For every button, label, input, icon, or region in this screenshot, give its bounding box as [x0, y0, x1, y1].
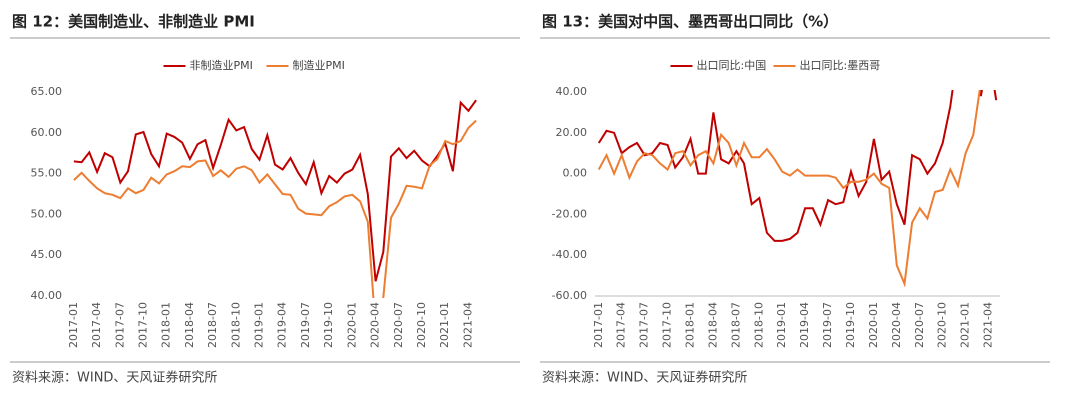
legend-label: 出口同比:墨西哥 — [800, 58, 881, 72]
source-note: 资料来源：WIND、天风证券研究所 — [542, 370, 747, 386]
panel-title: 图 13：美国对中国、墨西哥出口同比（%） — [542, 13, 838, 31]
series-line — [597, 90, 998, 242]
x-tick-label: 2019-10 — [844, 302, 857, 348]
y-tick-label: 60.00 — [31, 126, 63, 139]
x-tick-label: 2017-07 — [113, 302, 126, 348]
y-tick-label: 20.00 — [556, 126, 588, 139]
x-tick-label: 2021-01 — [959, 302, 972, 348]
y-tick-label: 65.00 — [31, 85, 63, 98]
x-tick-label: 2020-04 — [369, 302, 382, 348]
x-tick-label: 2020-01 — [867, 302, 880, 348]
x-tick-label: 2020-07 — [913, 302, 926, 348]
source-note: 资料来源：WIND、天风证券研究所 — [12, 370, 217, 386]
x-tick-label: 2020-01 — [345, 302, 358, 348]
x-tick-label: 2019-04 — [276, 302, 289, 348]
series-line — [597, 90, 981, 288]
x-tick-label: 2018-04 — [706, 302, 719, 348]
x-tick-label: 2020-10 — [936, 302, 949, 348]
y-tick-label: 45.00 — [31, 248, 63, 261]
x-tick-label: 2017-10 — [136, 302, 149, 348]
x-tick-label: 2017-04 — [615, 302, 628, 348]
x-tick-label: 2020-10 — [415, 302, 428, 348]
x-tick-label: 2018-01 — [160, 302, 173, 348]
x-tick-label: 2017-01 — [592, 302, 605, 348]
x-tick-label: 2019-07 — [821, 302, 834, 348]
x-tick-label: 2017-10 — [661, 302, 674, 348]
legend-label: 非制造业PMI — [190, 58, 253, 72]
x-tick-label: 2018-04 — [183, 302, 196, 348]
x-tick-label: 2021-04 — [461, 302, 474, 348]
x-tick-label: 2018-07 — [729, 302, 742, 348]
legend-label: 制造业PMI — [293, 58, 345, 72]
series-line — [73, 119, 477, 298]
y-tick-label: 40.00 — [556, 85, 588, 98]
x-tick-label: 2018-07 — [206, 302, 219, 348]
y-tick-label: -40.00 — [552, 248, 587, 261]
x-tick-label: 2017-01 — [67, 302, 80, 348]
x-tick-label: 2019-04 — [798, 302, 811, 348]
x-tick-label: 2018-10 — [752, 302, 765, 348]
y-tick-label: 40.00 — [31, 289, 63, 302]
x-tick-label: 2019-01 — [775, 302, 788, 348]
y-tick-label: 0.00 — [563, 167, 588, 180]
x-tick-label: 2021-04 — [982, 302, 995, 348]
legend-label: 出口同比:中国 — [697, 58, 767, 72]
x-tick-label: 2018-10 — [229, 302, 242, 348]
x-tick-label: 2018-01 — [684, 302, 697, 348]
y-tick-label: 55.00 — [31, 167, 63, 180]
x-tick-label: 2017-04 — [90, 302, 103, 348]
series-line — [73, 99, 477, 282]
x-tick-label: 2020-04 — [890, 302, 903, 348]
x-tick-label: 2019-10 — [322, 302, 335, 348]
panel-title: 图 12：美国制造业、非制造业 PMI — [12, 13, 255, 31]
x-tick-label: 2021-01 — [438, 302, 451, 348]
y-tick-label: 50.00 — [31, 207, 63, 220]
y-tick-label: -60.00 — [552, 289, 587, 302]
x-tick-label: 2017-07 — [638, 302, 651, 348]
x-tick-label: 2019-01 — [253, 302, 266, 348]
x-tick-label: 2019-07 — [299, 302, 312, 348]
y-tick-label: -20.00 — [552, 207, 587, 220]
x-tick-label: 2020-07 — [392, 302, 405, 348]
